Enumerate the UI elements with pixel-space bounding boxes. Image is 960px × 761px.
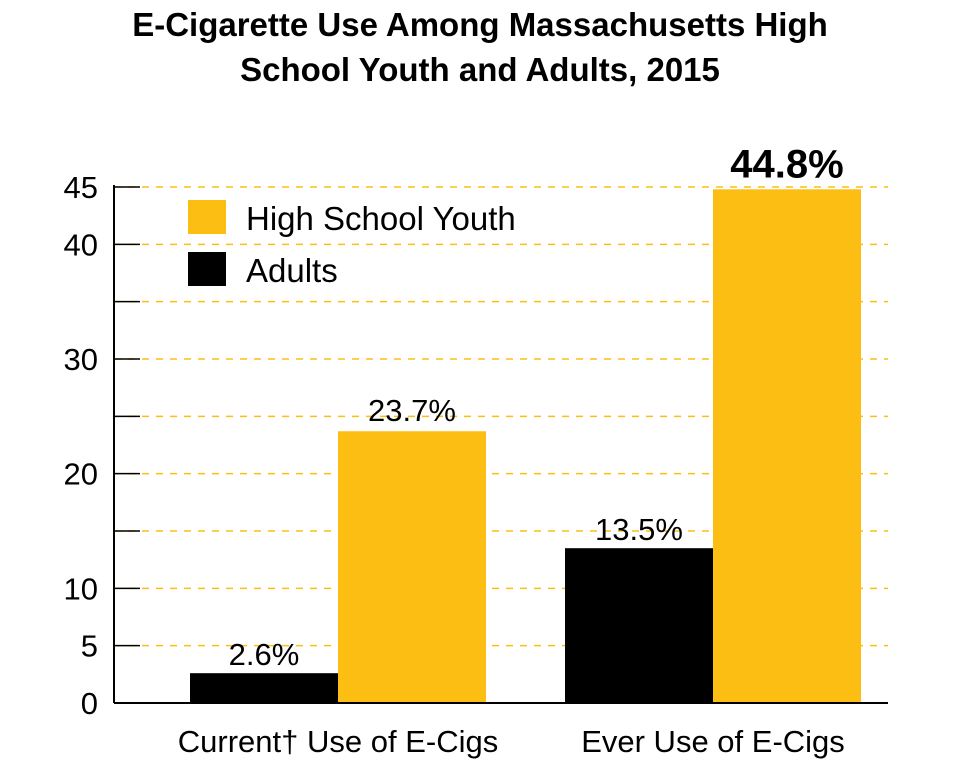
data-label: 13.5% [595, 512, 683, 547]
y-tick-label: 0 [81, 686, 98, 721]
data-label: 44.8% [730, 142, 843, 186]
chart-title-line-1: E-Cigarette Use Among Massachusetts High [132, 6, 828, 43]
y-tick-label: 5 [81, 629, 98, 664]
y-tick-label: 45 [64, 170, 98, 205]
y-tick-label: 30 [64, 342, 98, 377]
legend-swatch [188, 200, 226, 234]
chart-title: E-Cigarette Use Among Massachusetts High… [0, 2, 960, 92]
data-label: 2.6% [229, 637, 300, 672]
legend-swatch [188, 252, 226, 286]
category-label: Current† Use of E-Cigs [178, 724, 498, 759]
legend-label: Adults [246, 252, 338, 289]
bar-adults [565, 548, 713, 703]
y-tick-label: 10 [64, 571, 98, 606]
y-tick-label: 20 [64, 457, 98, 492]
data-label: 23.7% [368, 393, 456, 428]
y-tick-label: 40 [64, 227, 98, 262]
legend-label: High School Youth [246, 200, 516, 237]
bar-high-school-youth [713, 189, 861, 703]
chart-title-line-2: School Youth and Adults, 2015 [240, 51, 720, 88]
bar-adults [190, 673, 338, 703]
category-label: Ever Use of E-Cigs [581, 724, 845, 759]
bar-high-school-youth [338, 431, 486, 703]
